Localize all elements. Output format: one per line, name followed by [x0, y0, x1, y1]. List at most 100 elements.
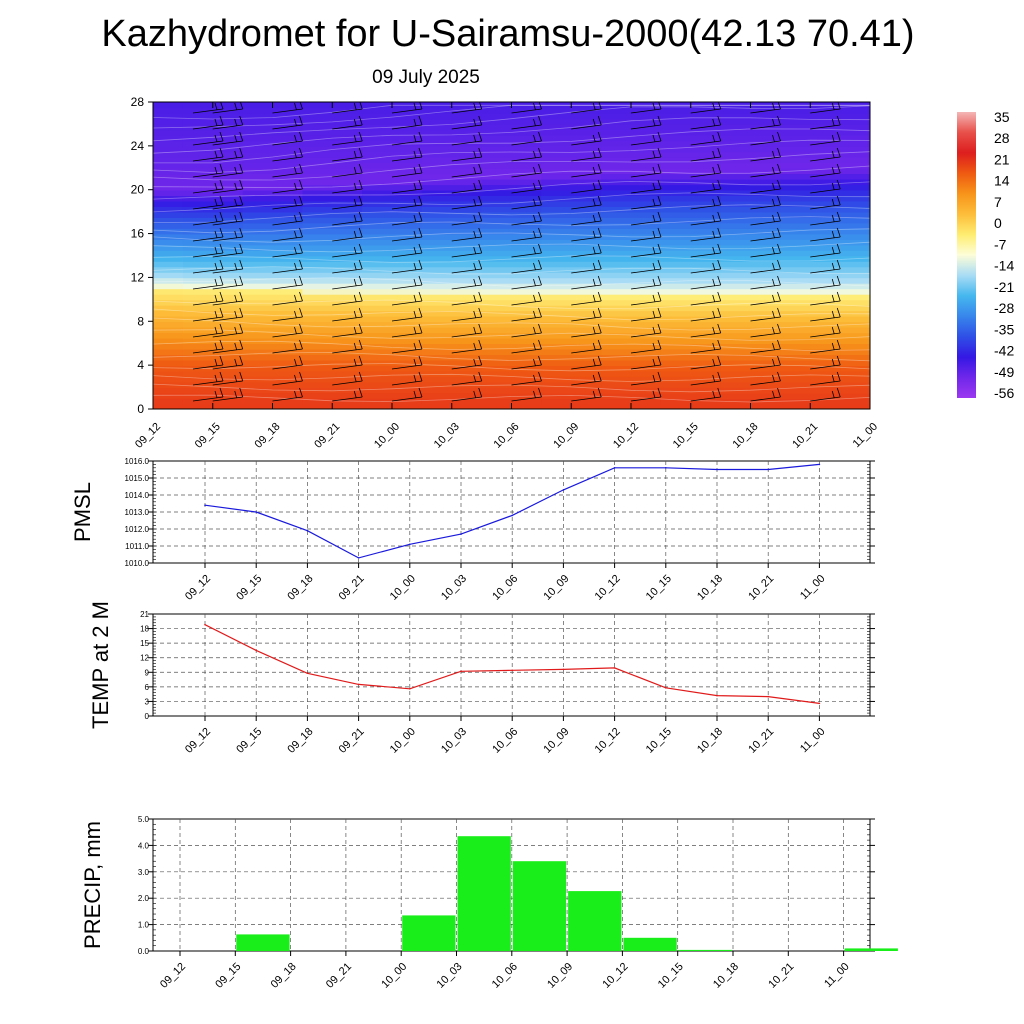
heatmap-cell: [660, 376, 722, 383]
x-tick-label: 10_09: [541, 573, 571, 603]
heatmap-cell: [182, 271, 244, 279]
isotherm-line: [153, 266, 870, 275]
heatmap-cell: [720, 206, 782, 213]
y-tick-label: 0.0: [138, 947, 150, 956]
heatmap-cell: [780, 365, 842, 372]
wind-barb: [869, 240, 870, 241]
heatmap-cell: [481, 162, 543, 169]
heatmap-cell: [840, 244, 870, 251]
heatmap-cell: [182, 266, 244, 273]
heatmap-cell: [840, 370, 870, 377]
heatmap-cell: [541, 113, 603, 120]
heatmap-cell: [242, 140, 304, 147]
heatmap-cell: [421, 118, 483, 125]
wind-barb: [630, 355, 662, 370]
heatmap-cell: [153, 200, 184, 207]
heatmap-cell: [541, 162, 603, 169]
wind-barb: [750, 371, 781, 386]
heatmap-cell: [541, 337, 603, 344]
heatmap-cell: [780, 228, 842, 235]
heatmap-cell: [362, 261, 423, 268]
heatmap-cell: [242, 233, 304, 240]
heatmap-cell: [601, 348, 662, 355]
wind-barb: [391, 131, 423, 146]
heatmap-x-tick-label: 09_18: [253, 421, 283, 451]
heatmap-cell: [481, 271, 543, 279]
heatmap-cell: [840, 321, 870, 328]
y-tick-label: 12: [140, 654, 149, 663]
heatmap-cell: [720, 151, 782, 158]
heatmap-cell: [481, 354, 543, 361]
wind-barb: [391, 355, 423, 370]
heatmap-cell: [541, 200, 603, 207]
wind-barb: [750, 355, 781, 370]
wind-barb: [192, 243, 224, 258]
y-tick-label: 1014.0: [125, 491, 150, 500]
wind-barb: [810, 131, 841, 146]
heatmap-cell: [720, 134, 782, 142]
heatmap-cell: [362, 343, 423, 350]
colorbar-label: -7: [994, 236, 1007, 252]
wind-barb: [511, 179, 542, 194]
wind-barb: [750, 227, 781, 242]
wind-barb: [810, 243, 841, 258]
heatmap-cell: [362, 310, 423, 317]
panel-temp-at-2-m: 0 3 6 9 12 15 18 21 09_12 09_15 09_18 09_21 10_00 10_…: [88, 601, 875, 756]
heatmap-cell: [302, 107, 364, 114]
heatmap-cell: [780, 233, 842, 240]
heatmap-cell: [362, 266, 423, 273]
heatmap-cell: [153, 195, 184, 202]
heatmap-cell: [720, 376, 782, 383]
heatmap-cell: [242, 167, 304, 175]
wind-barb: [391, 163, 423, 178]
heatmap-cell: [302, 134, 364, 142]
heatmap-cell: [660, 370, 722, 377]
heatmap-cell: [242, 206, 304, 213]
heatmap-cell: [601, 184, 662, 191]
heatmap-cell: [242, 304, 304, 312]
heatmap-cell: [242, 217, 304, 224]
heatmap-cell: [302, 255, 364, 262]
heatmap-cell: [182, 376, 244, 383]
heatmap-cell: [153, 271, 184, 279]
heatmap-cell: [481, 195, 543, 202]
heatmap-cell: [242, 178, 304, 186]
y-axis-label: PMSL: [70, 482, 95, 542]
heatmap-cell: [660, 354, 722, 361]
wind-barb: [212, 163, 244, 178]
data-point: [716, 694, 718, 697]
wind-barb: [690, 102, 722, 114]
wind-barb: [332, 243, 363, 258]
wind-barb: [212, 275, 244, 290]
heatmap-cell: [362, 392, 423, 399]
heatmap-cell: [302, 206, 364, 213]
heatmap-cell: [302, 354, 364, 361]
heatmap-cell: [182, 178, 244, 186]
wind-barb: [212, 179, 244, 194]
wind-barb: [571, 355, 602, 370]
x-tick-label: 10_15: [656, 961, 686, 991]
heatmap-cell: [242, 255, 304, 262]
panel-frame: [152, 613, 871, 717]
wind-barb: [571, 339, 602, 354]
heatmap-cell: [153, 365, 184, 372]
wind-barb: [212, 339, 244, 354]
heatmap-cell: [720, 354, 782, 361]
heatmap-cell: [840, 134, 870, 142]
heatmap-cell: [541, 266, 603, 273]
heatmap-cell: [242, 370, 304, 377]
heatmap-cell: [242, 107, 304, 114]
wind-barb: [810, 323, 841, 338]
heatmap-cell: [153, 348, 184, 355]
heatmap-cell: [601, 118, 662, 125]
wind-barb: [869, 112, 870, 113]
heatmap-cell: [660, 113, 722, 120]
heatmap-cell: [840, 326, 870, 334]
heatmap-cell: [840, 282, 870, 290]
heatmap-cell: [182, 343, 244, 350]
heatmap-cell: [541, 206, 603, 213]
heatmap-cell: [541, 184, 603, 191]
heatmap-y-tick-label: 24: [131, 139, 145, 153]
heatmap-cell: [242, 376, 304, 383]
